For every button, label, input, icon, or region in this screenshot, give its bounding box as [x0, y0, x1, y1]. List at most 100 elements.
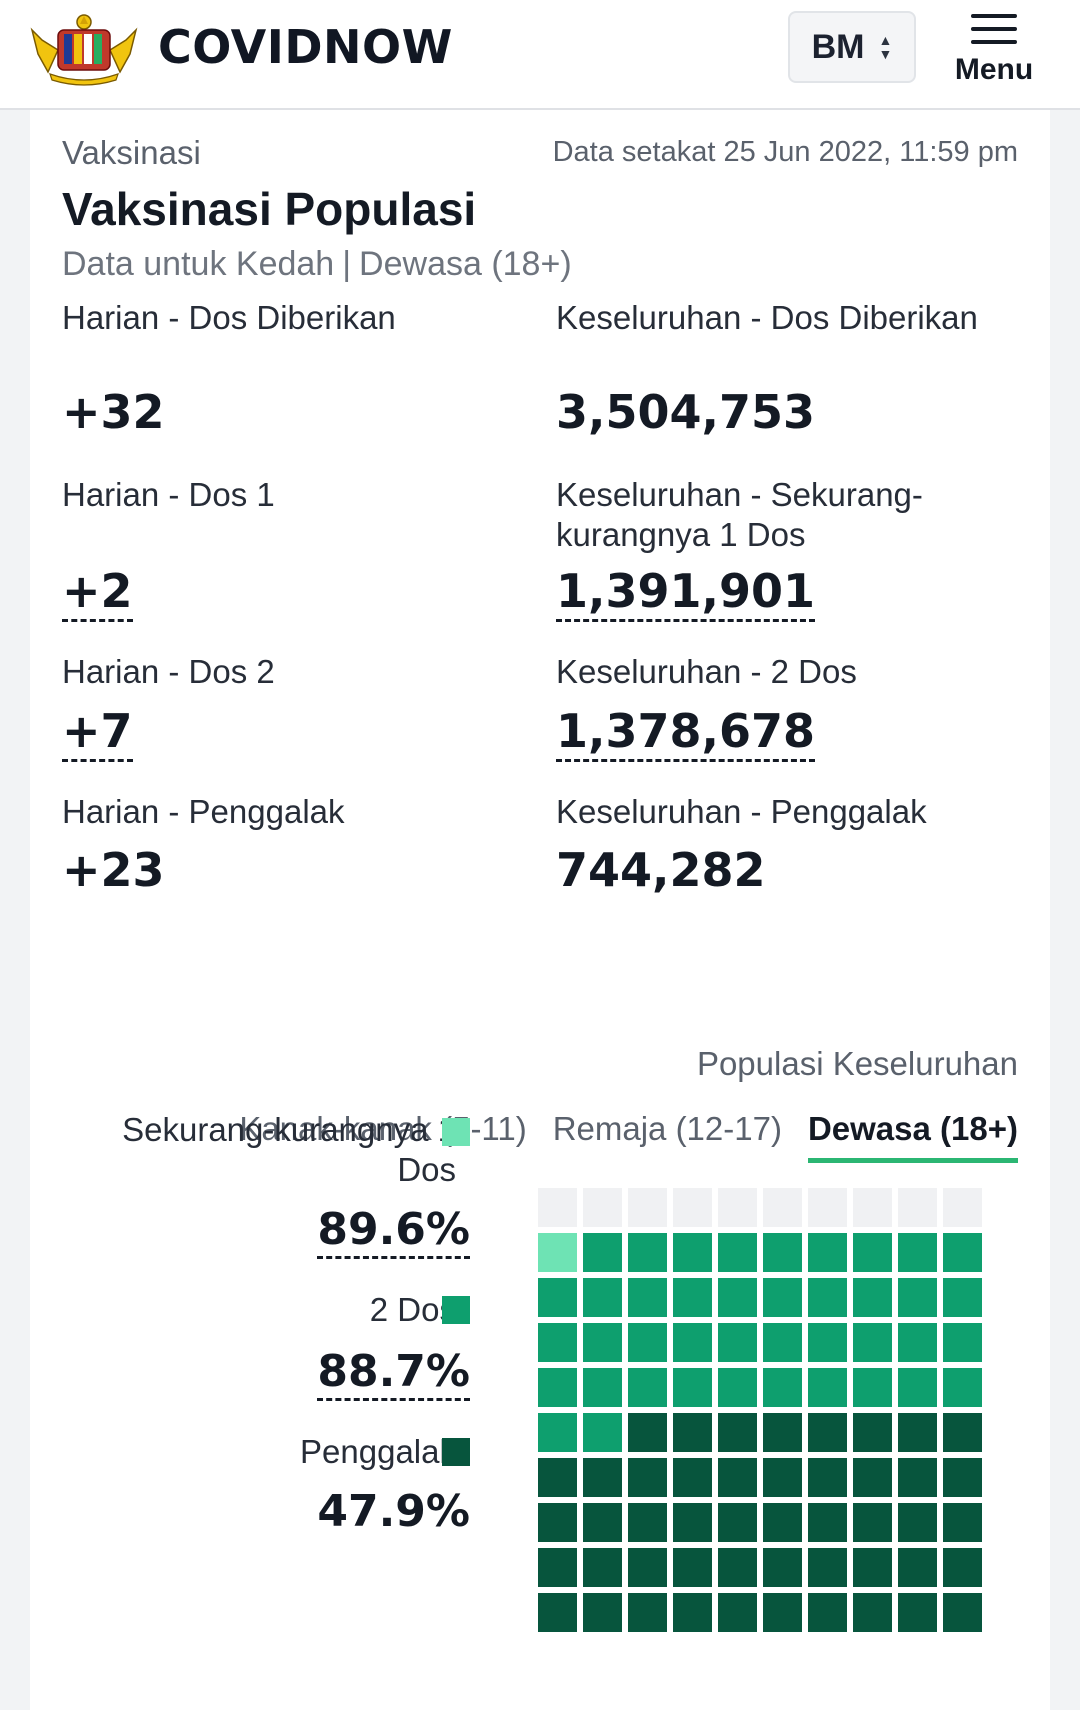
- waffle-cell: [898, 1413, 937, 1452]
- waffle-cell: [853, 1413, 892, 1452]
- waffle-cell: [628, 1458, 667, 1497]
- daily-dose2-value[interactable]: +7: [62, 703, 133, 762]
- waffle-cell: [943, 1323, 982, 1362]
- waffle-cell: [538, 1188, 577, 1227]
- data-as-of: Data setakat 25 Jun 2022, 11:59 pm: [552, 136, 1018, 168]
- waffle-cell: [718, 1593, 757, 1632]
- card-title: Vaksinasi Populasi: [62, 183, 477, 235]
- waffle-cell: [943, 1593, 982, 1632]
- waffle-cell: [763, 1188, 802, 1227]
- waffle-cell: [808, 1548, 847, 1587]
- subtitle-state: Data untuk Kedah: [62, 245, 335, 283]
- waffle-cell: [898, 1188, 937, 1227]
- waffle-cell: [898, 1503, 937, 1542]
- waffle-cell: [763, 1503, 802, 1542]
- waffle-cell: [943, 1368, 982, 1407]
- waffle-cell: [763, 1233, 802, 1272]
- tab-adolescents[interactable]: Remaja (12-17): [552, 1110, 782, 1147]
- waffle-cell: [673, 1188, 712, 1227]
- daily-doses-label: Harian - Dos Diberikan: [62, 299, 396, 336]
- daily-booster-label: Harian - Penggalak: [62, 793, 345, 830]
- waffle-cell: [763, 1278, 802, 1317]
- subtitle-separator: |: [342, 245, 352, 283]
- waffle-cell: [763, 1323, 802, 1362]
- waffle-cell: [808, 1188, 847, 1227]
- waffle-cell: [853, 1188, 892, 1227]
- waffle-cell: [853, 1323, 892, 1362]
- tab-adults[interactable]: Dewasa (18+): [807, 1110, 1018, 1163]
- waffle-cell: [583, 1413, 622, 1452]
- waffle-cell: [898, 1233, 937, 1272]
- updown-caret-icon: ▲ ▼: [878, 32, 893, 62]
- daily-dose1-value[interactable]: +2: [62, 563, 133, 622]
- waffle-cell: [583, 1593, 622, 1632]
- waffle-cell: [763, 1413, 802, 1452]
- waffle-cell: [538, 1413, 577, 1452]
- waffle-cell: [673, 1323, 712, 1362]
- waffle-cell: [538, 1233, 577, 1272]
- waffle-cell: [808, 1323, 847, 1362]
- app-brand[interactable]: COVIDNOW: [158, 20, 453, 74]
- waffle-cell: [943, 1548, 982, 1587]
- total-dose1-value[interactable]: 1,391,901: [556, 563, 815, 622]
- waffle-cell: [853, 1593, 892, 1632]
- population-label: Populasi Keseluruhan: [696, 1045, 1018, 1082]
- vaccination-card: Vaksinasi Data setakat 25 Jun 2022, 11:5…: [30, 110, 1050, 1710]
- waffle-cell: [943, 1503, 982, 1542]
- waffle-cell: [808, 1278, 847, 1317]
- section-label: Vaksinasi: [62, 134, 201, 171]
- dose1-legend-label: Sekurang-kurangnya 1 Dos: [122, 1111, 456, 1188]
- booster-percent: 47.9%: [317, 1486, 470, 1537]
- malaysia-coat-of-arms-logo[interactable]: [28, 10, 140, 86]
- menu-button[interactable]: Menu: [944, 14, 1044, 94]
- waffle-cell: [583, 1188, 622, 1227]
- booster-legend-label: Penggalak: [300, 1433, 456, 1470]
- tab-children[interactable]: Kanak-kanak (5-11): [239, 1110, 527, 1147]
- waffle-cell: [808, 1503, 847, 1542]
- subtitle-group: Dewasa (18+): [359, 245, 572, 283]
- waffle-cell: [853, 1368, 892, 1407]
- waffle-cell: [763, 1548, 802, 1587]
- waffle-cell: [628, 1188, 667, 1227]
- waffle-cell: [898, 1323, 937, 1362]
- top-bar: COVIDNOW BM ▲ ▼ Menu: [0, 0, 1080, 110]
- waffle-cell: [808, 1593, 847, 1632]
- daily-dose1-label: Harian - Dos 1: [62, 476, 275, 513]
- waffle-cell: [538, 1548, 577, 1587]
- waffle-cell: [538, 1458, 577, 1497]
- waffle-cell: [853, 1503, 892, 1542]
- waffle-cell: [718, 1503, 757, 1542]
- waffle-cell: [808, 1368, 847, 1407]
- waffle-cell: [898, 1368, 937, 1407]
- waffle-cell: [583, 1368, 622, 1407]
- waffle-cell: [628, 1503, 667, 1542]
- dose2-percent[interactable]: 88.7%: [317, 1346, 470, 1401]
- waffle-cell: [763, 1458, 802, 1497]
- waffle-cell: [628, 1593, 667, 1632]
- waffle-cell: [718, 1233, 757, 1272]
- total-dose2-value[interactable]: 1,378,678: [556, 703, 815, 762]
- waffle-cell: [718, 1458, 757, 1497]
- waffle-cell: [718, 1323, 757, 1362]
- waffle-cell: [673, 1413, 712, 1452]
- waffle-cell: [628, 1413, 667, 1452]
- waffle-cell: [853, 1548, 892, 1587]
- waffle-cell: [673, 1278, 712, 1317]
- waffle-cell: [943, 1278, 982, 1317]
- waffle-cell: [628, 1233, 667, 1272]
- booster-swatch: [442, 1438, 470, 1466]
- card-subtitle: Data untuk Kedah | Dewasa (18+): [62, 245, 572, 284]
- waffle-cell: [628, 1548, 667, 1587]
- waffle-cell: [763, 1593, 802, 1632]
- waffle-cell: [853, 1233, 892, 1272]
- waffle-cell: [583, 1278, 622, 1317]
- waffle-cell: [673, 1593, 712, 1632]
- waffle-cell: [628, 1368, 667, 1407]
- language-select[interactable]: BM ▲ ▼: [788, 11, 916, 83]
- waffle-chart: [538, 1188, 1018, 1668]
- total-doses-value: 3,504,753: [556, 385, 815, 439]
- waffle-cell: [538, 1593, 577, 1632]
- waffle-cell: [673, 1503, 712, 1542]
- total-dose2-label: Keseluruhan - 2 Dos: [556, 653, 857, 690]
- dose1-percent[interactable]: 89.6%: [317, 1204, 470, 1259]
